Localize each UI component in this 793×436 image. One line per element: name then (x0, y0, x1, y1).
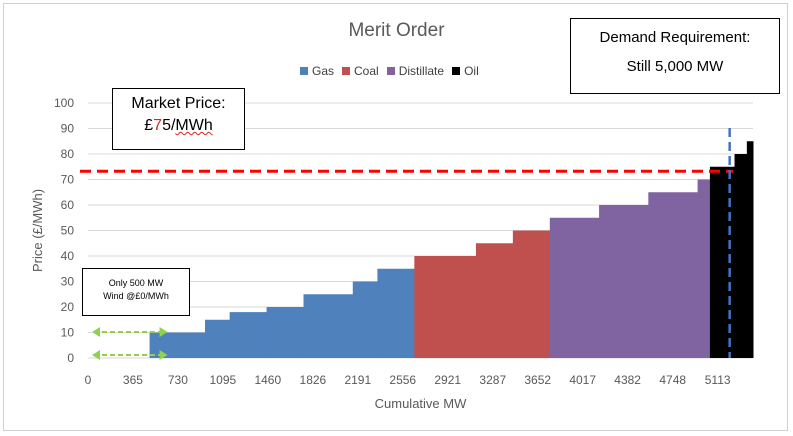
demand-callout-title: Demand Requirement: (599, 29, 751, 46)
y-tick-label: 20 (61, 300, 75, 314)
x-tick-label: 365 (123, 373, 143, 387)
y-tick-label: 0 (67, 351, 74, 365)
bar-oil (746, 141, 754, 358)
legend-label-coal: Coal (354, 64, 379, 78)
market-price-digit-highlight: 7 (153, 117, 163, 134)
bar-gas (266, 307, 305, 358)
x-tick-label: 3652 (524, 373, 551, 387)
wind-callout-line1: Only 500 MW (108, 278, 164, 288)
bar-gas (352, 281, 378, 358)
bar-gas (174, 332, 206, 358)
x-tick-label: 4017 (569, 373, 596, 387)
x-tick-label: 0 (85, 373, 92, 387)
bar-oil (709, 166, 723, 358)
bar-coal (512, 230, 551, 358)
market-price-digits: 5/ (162, 117, 176, 134)
y-tick-label: 100 (54, 96, 74, 110)
market-price-currency: £ (144, 117, 154, 134)
legend-swatch-gas (300, 67, 308, 75)
x-tick-label: 4382 (614, 373, 641, 387)
wind-arrow-head-left (92, 327, 100, 337)
x-tick-label: 1095 (209, 373, 236, 387)
y-tick-label: 30 (61, 275, 75, 289)
bar-coal (414, 256, 477, 358)
legend-item-gas: Gas (300, 64, 334, 78)
y-tick-label: 10 (61, 326, 75, 340)
legend-item-coal: Coal (342, 64, 379, 78)
y-tick-label: 70 (61, 173, 75, 187)
bar-gas (229, 312, 268, 358)
chart-legend: Gas Coal Distillate Oil (300, 64, 479, 78)
y-tick-label: 40 (61, 249, 75, 263)
bar-distillate (648, 192, 699, 358)
bar-distillate (599, 205, 649, 358)
market-price-callout: Market Price: £75/MWh (112, 88, 245, 150)
bar-gas (204, 319, 231, 358)
legend-label-gas: Gas (312, 64, 335, 78)
legend-swatch-coal (342, 67, 351, 75)
bar-gas (377, 268, 415, 358)
bar-gas (303, 294, 354, 358)
x-axis-title: Cumulative MW (375, 396, 467, 411)
wind-callout: Only 500 MW Wind @£0/MWh (82, 268, 190, 316)
x-tick-label: 2191 (344, 373, 371, 387)
x-tick-label: 730 (168, 373, 188, 387)
demand-callout-value: Still 5,000 MW (626, 58, 724, 75)
wind-callout-line2: Wind @£0/MWh (103, 291, 169, 301)
legend-label-oil: Oil (464, 64, 479, 78)
y-axis-title: Price (£/MWh) (30, 189, 45, 272)
y-tick-label: 50 (61, 224, 75, 238)
wind-arrow-head-right (159, 350, 168, 360)
x-tick-label: 4748 (659, 373, 686, 387)
x-tick-label: 2556 (389, 373, 416, 387)
y-tick-label: 60 (61, 198, 75, 212)
x-tick-label: 1826 (300, 373, 327, 387)
y-tick-label: 90 (61, 122, 75, 136)
x-tick-label: 5113 (705, 373, 731, 387)
legend-label-distillate: Distillate (398, 64, 445, 78)
chart-frame (3, 3, 788, 431)
legend-swatch-distillate (386, 67, 395, 75)
legend-swatch-oil (452, 67, 461, 75)
y-tick-label: 80 (61, 147, 75, 161)
market-price-callout-value: £75/MWh (113, 117, 244, 135)
bar-coal (475, 243, 514, 358)
wind-arrow-head-left (92, 350, 100, 360)
wind-arrow-head-right (159, 327, 168, 337)
market-price-callout-title: Market Price: (131, 95, 226, 112)
legend-item-oil: Oil (452, 64, 479, 78)
bar-distillate (549, 217, 600, 358)
x-tick-label: 3287 (479, 373, 506, 387)
bar-distillate (697, 179, 711, 358)
x-tick-label: 1460 (254, 373, 281, 387)
market-price-unit: MWh (175, 117, 213, 134)
bar-oil (734, 154, 748, 358)
legend-item-distillate: Distillate (386, 64, 445, 78)
chart-title: Merit Order (348, 20, 445, 41)
demand-callout: Demand Requirement: Still 5,000 MW (570, 18, 780, 94)
x-tick-label: 2921 (434, 373, 461, 387)
